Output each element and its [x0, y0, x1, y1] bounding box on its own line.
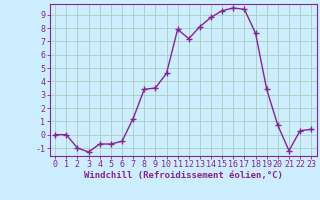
X-axis label: Windchill (Refroidissement éolien,°C): Windchill (Refroidissement éolien,°C)	[84, 171, 283, 180]
